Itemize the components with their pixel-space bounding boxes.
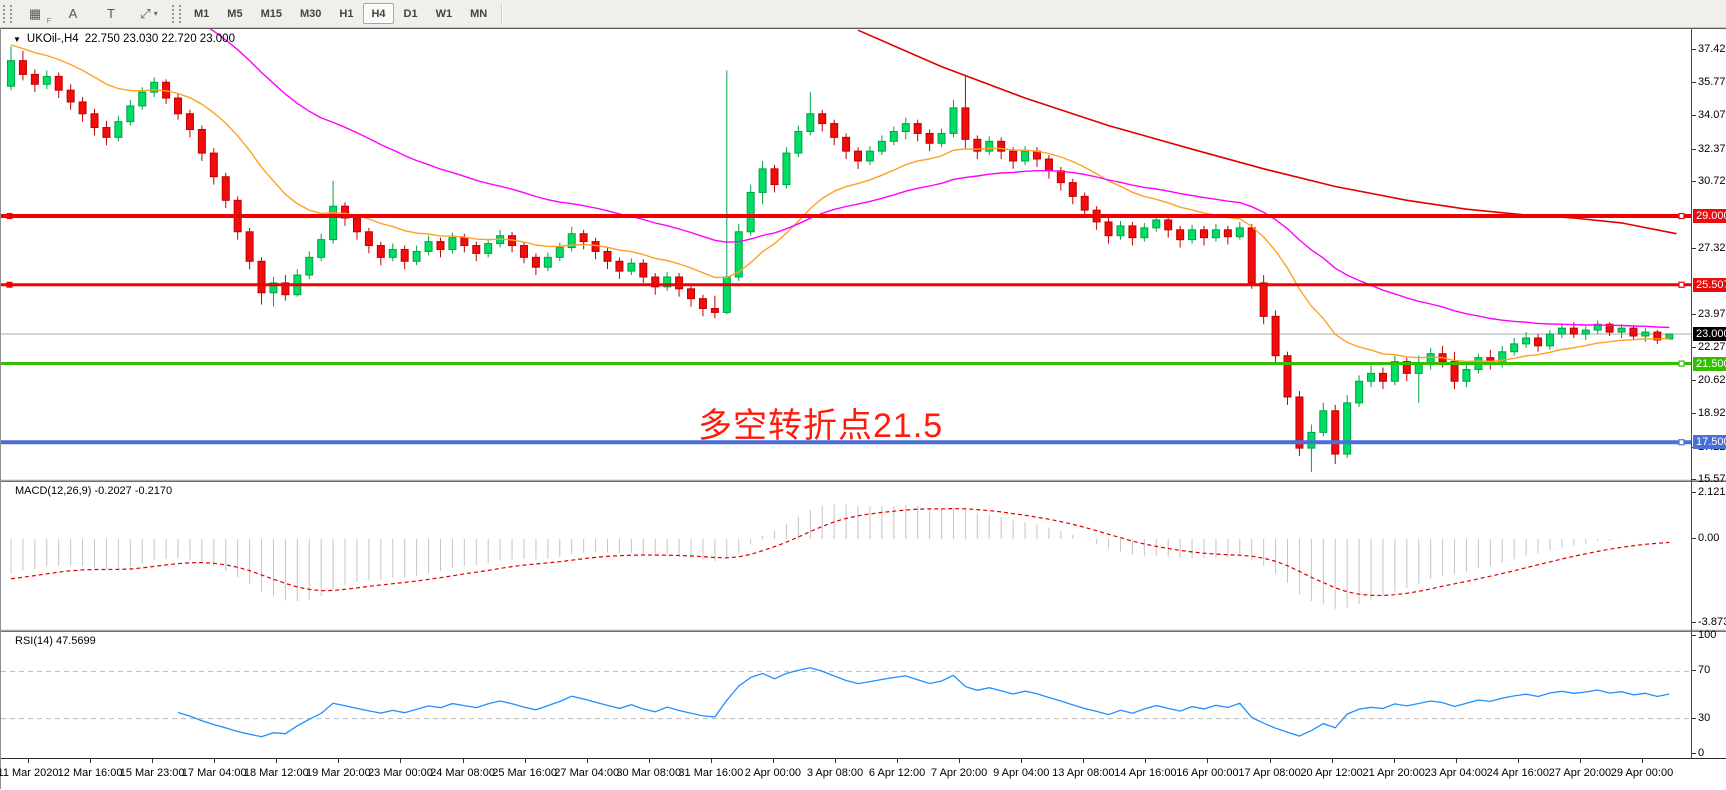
chart-annotation-text[interactable]: 多空转折点21.5 [698,407,944,445]
macd-label: MACD(12,26,9) -0.2027 -0.2170 [15,485,173,497]
time-axis-label: 16 Apr 00:00 [1176,767,1239,779]
text-box-icon: T [107,6,115,21]
text-label-icon: A [68,6,78,21]
price-badge-17.500: 17.500 [1693,435,1726,450]
ma-fast-line [10,44,1670,363]
time-axis-label: 6 Apr 12:00 [868,767,926,779]
axis-label: 37.420 [1698,43,1726,56]
toolbar-grip [3,4,12,23]
indicator-template-icon[interactable]: ▦ F [28,5,51,25]
draw-arrow-icon: ⤢ [140,5,151,21]
axis-label: 18.920 [1698,407,1726,420]
timeframe-button-h1[interactable]: H1 [339,7,354,20]
toolbar-grip [172,4,181,23]
timeframe-button-w1[interactable]: W1 [435,7,453,20]
time-axis-label: 17 Apr 08:00 [1238,767,1301,779]
time-axis-label: 17 Mar 04:00 [181,767,247,779]
axis-label: 32.370 [1698,142,1726,155]
price-badge-23.000: 23.000 [1693,327,1726,342]
axis-label: 23.970 [1698,307,1726,320]
axis-label: 22.270 [1698,341,1726,354]
time-axis-label: 18 Mar 12:00 [243,767,309,779]
axis-label: 27.320 [1698,242,1726,255]
time-axis-label: 3 Apr 08:00 [806,767,864,779]
axis-label: 0 [1698,746,1705,759]
axis-label: 2.121 [1698,485,1726,498]
rsi-label: RSI(14) 47.5699 [15,635,96,647]
toolbar: ▦ F A T ⤢ ▾ M1 M5 M15 M30 H1 H4 D1 W1 MN [0,0,1726,28]
time-axis-label: 30 Mar 08:00 [616,767,682,779]
macd-histogram [10,503,1670,609]
macd-signal-line [10,507,1670,597]
draw-arrow-icon[interactable]: ⤢ ▾ [131,3,167,25]
text-box-icon[interactable]: T [93,3,129,25]
timeframe-button-m30[interactable]: M30 [299,7,322,20]
time-axis-label: 13 Apr 08:00 [1052,767,1115,779]
rsi-panel[interactable] [1,632,1691,758]
chart-title: ▼ UKOil-,H4 22.750 23.030 22.720 23.000 [13,33,235,45]
toolbar-separator [501,3,504,24]
ma-slow-line [209,29,1670,329]
dropdown-caret-icon[interactable]: ▾ [153,9,158,18]
time-axis-label: 24 Mar 08:00 [430,767,495,779]
panel-splitter[interactable] [1,479,1726,482]
time-axis-label: 9 Apr 04:00 [993,767,1050,779]
axis-label: 100 [1698,629,1717,641]
time-axis-label: 21 Apr 20:00 [1362,767,1425,779]
time-axis-label: 27 Mar 04:00 [554,767,620,779]
timeframe-button-h4[interactable]: H4 [363,3,394,24]
panel-splitter[interactable] [1,629,1726,632]
axis-label: 20.620 [1698,373,1726,386]
time-axis-label: 11 Mar 2020 [0,767,59,779]
time-axis-label: 27 Apr 20:00 [1548,767,1612,779]
price-chart-panel[interactable] [1,29,1691,479]
timeframe-button-m15[interactable]: M15 [260,7,282,20]
time-axis-label: 12 Mar 16:00 [57,767,123,779]
axis-label: 30.720 [1698,175,1726,188]
time-axis-label: 2 Apr 00:00 [744,767,802,779]
trendline-red [857,29,1677,235]
price-badge-21.500: 21.500 [1693,356,1726,371]
axis-label: 35.770 [1698,75,1726,88]
time-axis-label: 14 Apr 16:00 [1114,767,1177,779]
axis-label: 34.070 [1698,109,1726,122]
time-axis-label: 25 Mar 16:00 [492,767,558,779]
time-axis-label: 20 Apr 12:00 [1300,767,1363,779]
macd-panel[interactable] [1,482,1691,629]
time-axis-label: 31 Mar 16:00 [678,767,744,779]
rsi-line [177,667,1670,738]
time-axis-label: 15 Mar 23:00 [119,767,185,779]
axis-label: 30 [1698,711,1711,724]
time-axis-label: 29 Apr 00:00 [1610,767,1674,779]
axis-label: 70 [1698,664,1711,677]
chart-window: 37.420 35.770 34.070 32.370 30.720 27.320 23.9… [0,28,1726,790]
price-badge-29.000: 29.000 [1693,209,1726,224]
time-axis[interactable]: 11 Mar 2020 12 Mar 16:00 15 Mar 23:00 17 Ma… [0,758,1726,790]
time-axis-label: 24 Apr 16:00 [1486,767,1550,779]
timeframe-button-mn[interactable]: MN [470,7,488,20]
time-axis-label: 7 Apr 20:00 [931,767,988,779]
price-axis-border [1691,29,1692,758]
timeframe-button-m1[interactable]: M1 [194,7,210,20]
text-label-icon[interactable]: A [55,3,91,25]
time-axis-label: 19 Mar 20:00 [305,767,371,779]
time-axis-label: 23 Apr 04:00 [1424,767,1487,779]
symbol-dropdown-icon[interactable]: ▼ [13,34,21,44]
axis-label: 15.570 [1698,473,1726,486]
indicator-template-icon: ▦ [28,5,42,21]
timeframe-button-d1[interactable]: D1 [403,7,418,20]
timeframe-button-m5[interactable]: M5 [227,7,243,20]
symbol-timeframe-label: UKOil-,H4 [26,33,79,45]
ohlc-values: 22.750 23.030 22.720 23.000 [84,33,235,45]
price-badge-25.507: 25.507 [1693,277,1726,292]
time-axis-label: 23 Mar 00:00 [368,767,433,779]
axis-label: 0.00 [1698,531,1720,544]
axis-label: -3.8734 [1698,616,1726,629]
